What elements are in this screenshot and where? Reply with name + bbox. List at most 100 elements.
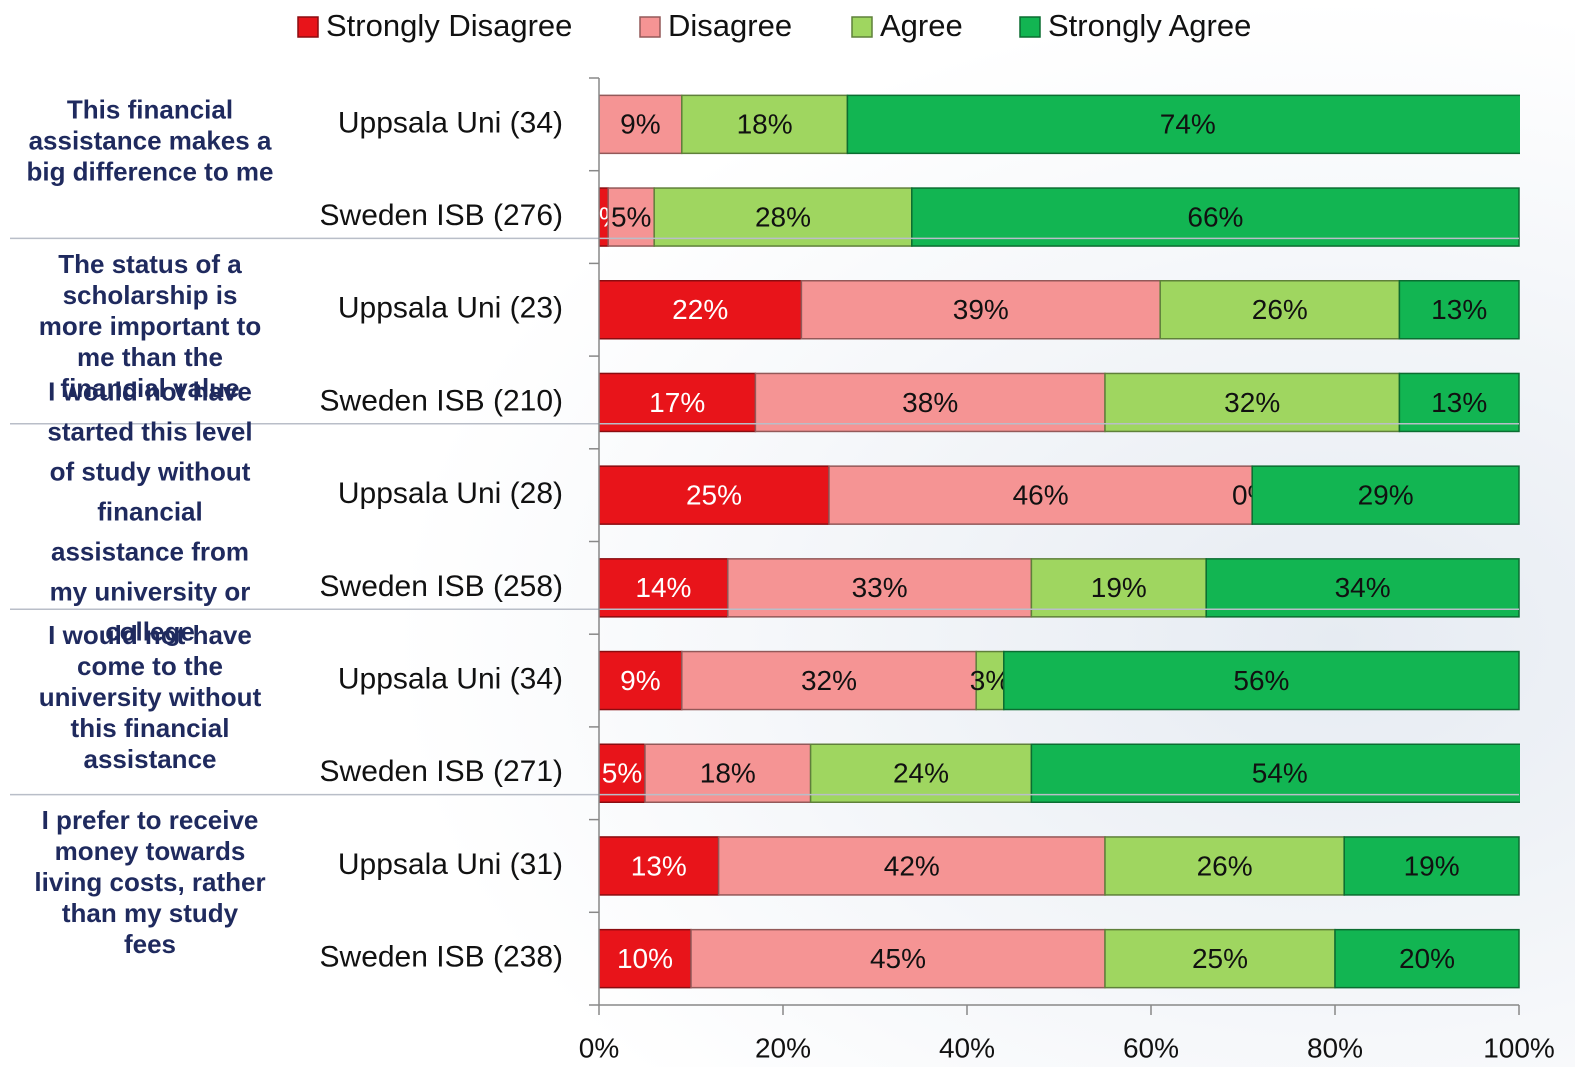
bar-value-label: 26%: [1252, 294, 1308, 325]
bar-value-label: 46%: [1013, 480, 1069, 511]
group-label: of study without: [50, 456, 251, 486]
group-label: I would not have: [48, 376, 252, 406]
group-label: college: [105, 616, 195, 646]
group-label: university without: [39, 682, 262, 712]
group-label: living costs, rather: [34, 867, 265, 897]
group-label: This financial: [67, 95, 233, 125]
bar-value-label: 9%: [620, 109, 660, 140]
legend-swatch: [297, 16, 319, 38]
group-label: The status of a: [58, 249, 242, 279]
bar-value-label: 13%: [1431, 294, 1487, 325]
bar-value-label: 28%: [755, 201, 811, 232]
bar-value-label: 22%: [672, 294, 728, 325]
bar-segment: [1030, 558, 1207, 618]
category-label: Uppsala Uni (34): [338, 662, 563, 695]
bar-segment: [599, 372, 757, 433]
x-tick-label: 20%: [755, 1032, 811, 1063]
legend-swatch: [851, 16, 873, 38]
bar-segment: [599, 743, 646, 803]
bar-segment: [800, 280, 1161, 340]
x-tick-label: 0%: [579, 1032, 619, 1063]
bar-segment: [599, 94, 683, 155]
group-label: big difference to me: [26, 157, 273, 187]
bar-segment: [828, 465, 1253, 525]
x-tick-label: 60%: [1123, 1032, 1179, 1063]
bar-value-label: 38%: [902, 387, 958, 418]
group-label: this financial: [71, 713, 230, 743]
bar-value-label: 54%: [1252, 758, 1308, 789]
bar-value-label: 14%: [635, 572, 691, 603]
bar-segment: [846, 94, 1520, 155]
bar-value-label: 5%: [602, 758, 642, 789]
bar-value-label: 19%: [1091, 572, 1147, 603]
bar-value-label: 13%: [631, 850, 687, 881]
bar-value-label: 25%: [1192, 943, 1248, 974]
legend-swatch: [639, 16, 661, 38]
group-label: I would not have: [48, 620, 252, 650]
bar-segment: [599, 558, 729, 618]
bar-value-label: 45%: [870, 943, 926, 974]
bar-segment: [599, 650, 683, 711]
category-label: Sweden ISB (271): [320, 755, 563, 788]
bar-value-label: 32%: [801, 665, 857, 696]
bar-value-label: 74%: [1160, 109, 1216, 140]
bar-segment: [911, 187, 1520, 247]
x-tick-label: 40%: [939, 1032, 995, 1063]
bar-segment: [1003, 650, 1520, 711]
bar-segment: [717, 836, 1106, 896]
legend-label: Strongly Agree: [1048, 8, 1251, 43]
bar-segment: [727, 558, 1033, 618]
bar-value-label: 42%: [884, 850, 940, 881]
bar-segment: [1104, 372, 1401, 433]
legend-label: Strongly Disagree: [326, 8, 572, 43]
bar-value-label: 20%: [1399, 943, 1455, 974]
group-label: my university or: [50, 576, 251, 606]
bar-value-label: 9%: [620, 665, 660, 696]
bar-value-label: 34%: [1335, 572, 1391, 603]
group-label: assistance from: [51, 536, 249, 566]
group-label: started this level: [47, 416, 252, 446]
x-tick-label: 100%: [1483, 1032, 1555, 1063]
bar-value-label: 13%: [1431, 387, 1487, 418]
bar-value-label: 18%: [700, 758, 756, 789]
category-label: Uppsala Uni (31): [338, 848, 563, 881]
bar-value-label: 32%: [1224, 387, 1280, 418]
bar-value-label: 39%: [953, 294, 1009, 325]
bar-value-label: 19%: [1404, 850, 1460, 881]
bar-value-label: 66%: [1187, 201, 1243, 232]
bar-segment: [1104, 836, 1345, 896]
x-tick-label: 80%: [1307, 1032, 1363, 1063]
group-label: assistance: [84, 744, 217, 774]
group-label: come to the: [77, 651, 223, 681]
bar-segment: [607, 187, 655, 247]
bar-segment: [653, 187, 913, 247]
category-label: Sweden ISB (258): [320, 570, 563, 603]
bar-value-label: 5%: [611, 201, 651, 232]
bar-value-label: 33%: [852, 572, 908, 603]
bar-value-label: 18%: [737, 109, 793, 140]
bar-segment: [1334, 928, 1520, 989]
category-label: Sweden ISB (238): [320, 941, 563, 974]
bar-value-label: 29%: [1358, 480, 1414, 511]
category-label: Uppsala Uni (23): [338, 292, 563, 325]
bar-value-label: 24%: [893, 758, 949, 789]
bar-segment: [681, 650, 977, 711]
group-label: assistance makes a: [29, 126, 272, 156]
bar-segment: [1030, 743, 1520, 803]
category-label: Sweden ISB (210): [320, 384, 563, 417]
group-label: financial value: [60, 373, 239, 403]
bar-value-label: 10%: [617, 943, 673, 974]
category-label: Sweden ISB (276): [320, 199, 563, 232]
bar-segment: [1343, 836, 1520, 896]
category-label: Uppsala Uni (28): [338, 477, 563, 510]
bar-segment: [690, 928, 1106, 989]
group-label: than my study: [62, 898, 239, 928]
legend-swatch: [1019, 16, 1041, 38]
bar-value-label: 25%: [686, 480, 742, 511]
bar-value-label: 26%: [1197, 850, 1253, 881]
bar-segment: [599, 836, 720, 896]
group-label: scholarship is: [63, 280, 238, 310]
group-label: fees: [124, 929, 176, 959]
bar-segment: [1398, 280, 1520, 340]
